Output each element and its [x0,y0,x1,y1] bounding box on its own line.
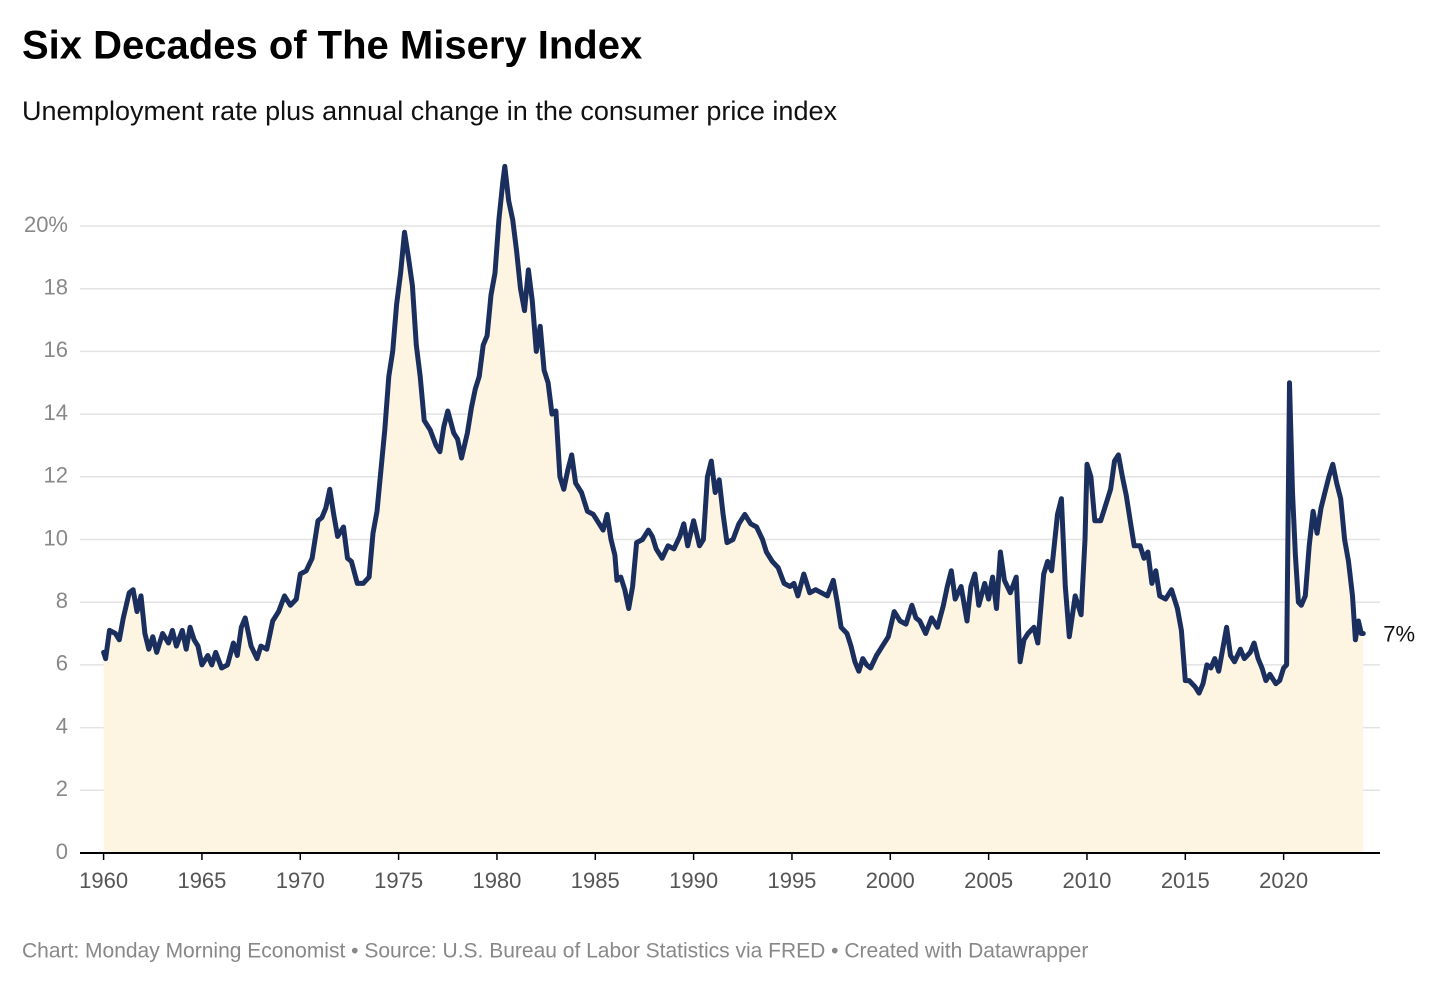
x-tick-label: 1960 [79,868,128,893]
y-tick-label: 8 [56,588,68,613]
x-tick-label: 2020 [1259,868,1308,893]
x-tick-label: 2005 [964,868,1013,893]
x-tick-label: 1995 [767,868,816,893]
y-tick-label: 16 [44,337,68,362]
y-tick-label: 2 [56,776,68,801]
y-tick-label: 12 [44,463,68,488]
y-tick-label: 4 [56,713,68,738]
x-tick-label: 2010 [1062,868,1111,893]
chart-subtitle: Unemployment rate plus annual change in … [22,96,837,126]
y-tick-label: 20% [24,212,68,237]
x-tick-label: 1975 [374,868,423,893]
y-tick-label: 10 [44,525,68,550]
end-label: 7% [1383,621,1415,646]
source-note: Chart: Monday Morning Economist • Source… [22,940,1088,963]
y-tick-label: 18 [44,275,68,300]
x-tick-label: 2000 [866,868,915,893]
x-tick-label: 1970 [276,868,325,893]
x-tick-label: 2015 [1161,868,1210,893]
x-tick-label: 1965 [177,868,226,893]
y-tick-label: 14 [44,400,68,425]
area [103,166,1364,853]
x-tick-label: 1980 [472,868,521,893]
y-tick-label: 6 [56,651,68,676]
x-tick-label: 1990 [669,868,718,893]
y-tick-label: 0 [56,839,68,864]
chart-title: Six Decades of The Misery Index [22,24,642,68]
x-tick-label: 1985 [571,868,620,893]
line [101,163,1366,696]
